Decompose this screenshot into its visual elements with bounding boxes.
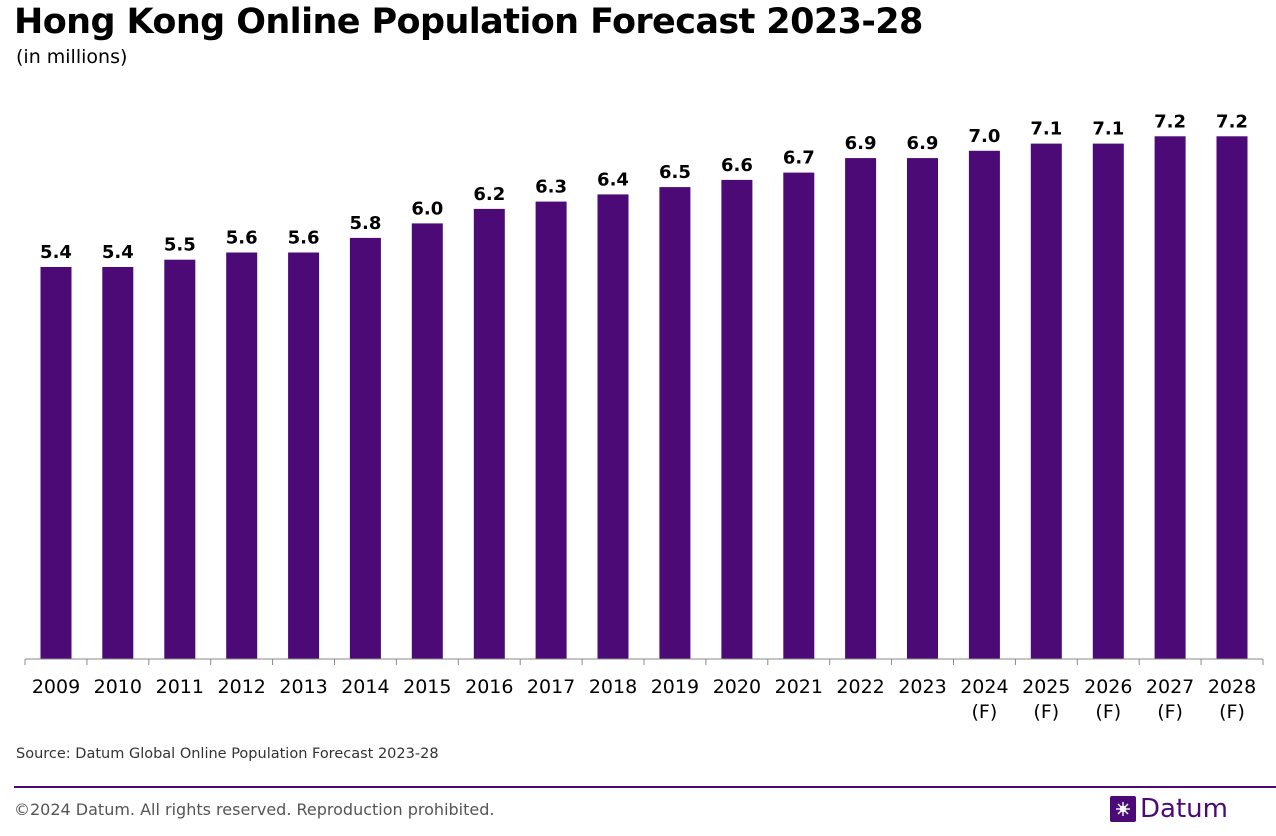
category-label: 2016: [465, 676, 513, 698]
value-label: 5.8: [349, 213, 381, 234]
datum-logo-icon: [1110, 796, 1136, 822]
bar-2011: [164, 259, 196, 659]
value-label: 7.1: [1030, 119, 1062, 140]
bar-2022: [845, 158, 877, 659]
bar-2009: [40, 267, 72, 659]
value-label: 7.2: [1216, 111, 1248, 132]
bar-2017: [535, 201, 567, 659]
category-label: 2023: [898, 676, 946, 698]
category-label: 2015: [403, 676, 451, 698]
category-label: 2025 (F): [1022, 676, 1070, 723]
x-axis: 2009 2010 2011 2012 2013 2014 2015 2016 2017 2018…: [24, 658, 1264, 723]
value-label: 6.0: [411, 198, 443, 219]
category-label: 2022: [836, 676, 884, 698]
category-label: 2020: [713, 676, 761, 698]
category-label: 2013: [279, 676, 327, 698]
bar-2015: [411, 223, 443, 659]
bar-2010: [102, 267, 134, 659]
category-label: 2024 (F): [960, 676, 1008, 723]
chart-title: Hong Kong Online Population Forecast 202…: [14, 2, 923, 42]
category-label: 2011: [156, 676, 204, 698]
category-label: 2021: [775, 676, 823, 698]
value-label: 6.7: [783, 148, 815, 169]
value-label: 6.9: [907, 133, 939, 154]
category-label: 2028 (F): [1208, 676, 1256, 723]
category-label: 2012: [218, 676, 266, 698]
value-label: 5.6: [288, 228, 320, 249]
value-label: 7.1: [1092, 119, 1124, 140]
footer-divider: [14, 786, 1276, 788]
category-label: 2017: [527, 676, 575, 698]
brand-logo: Datum: [1110, 794, 1228, 824]
category-label: 2019: [651, 676, 699, 698]
value-label: 6.5: [659, 162, 691, 183]
value-label: 6.6: [721, 155, 753, 176]
category-label: 2014: [341, 676, 389, 698]
bar-chart: 5.4 5.4 5.5 5.6 5.6 5.8 6.0 6.2 6.3 6.4 6.5 6.6 6.7 6…: [24, 111, 1264, 723]
value-labels-group: 5.4 5.4 5.5 5.6 5.6 5.8 6.0 6.2 6.3 6.4 6.5 6.6 6.7 6…: [40, 111, 1248, 263]
chart-subtitle: (in millions): [16, 46, 128, 68]
value-label: 6.9: [845, 133, 877, 154]
category-label: 2010: [94, 676, 142, 698]
bar-2013: [288, 252, 320, 659]
bar-2026-F: [1092, 143, 1124, 660]
bar-2018: [597, 194, 629, 659]
bar-2021: [783, 172, 815, 659]
bar-2014: [349, 237, 381, 659]
bar-2019: [659, 187, 691, 659]
value-label: 6.2: [473, 184, 505, 205]
bar-2020: [721, 179, 753, 659]
category-label: 2009: [32, 676, 80, 698]
bar-2025-F: [1030, 143, 1062, 660]
bar-2027-F: [1154, 136, 1186, 660]
value-label: 5.6: [226, 228, 258, 249]
value-label: 5.5: [164, 235, 196, 256]
bar-2016: [473, 208, 505, 659]
bar-2024-F: [968, 150, 1000, 660]
category-label: 2026 (F): [1084, 676, 1132, 723]
value-label: 6.3: [535, 177, 567, 198]
brand-name: Datum: [1140, 794, 1228, 824]
source-note: Source: Datum Global Online Population F…: [16, 746, 439, 762]
value-label: 7.0: [968, 126, 1000, 147]
value-label: 7.2: [1154, 111, 1186, 132]
copyright-text: ©2024 Datum. All rights reserved. Reprod…: [14, 800, 495, 819]
bar-2012: [226, 252, 258, 659]
value-label: 6.4: [597, 169, 629, 190]
bar-2028-F: [1216, 136, 1248, 660]
value-label: 5.4: [40, 242, 72, 263]
bars-group: [40, 136, 1248, 660]
category-label: 2018: [589, 676, 637, 698]
value-label: 5.4: [102, 242, 134, 263]
category-label: 2027 (F): [1146, 676, 1194, 723]
bar-2023: [907, 158, 938, 659]
